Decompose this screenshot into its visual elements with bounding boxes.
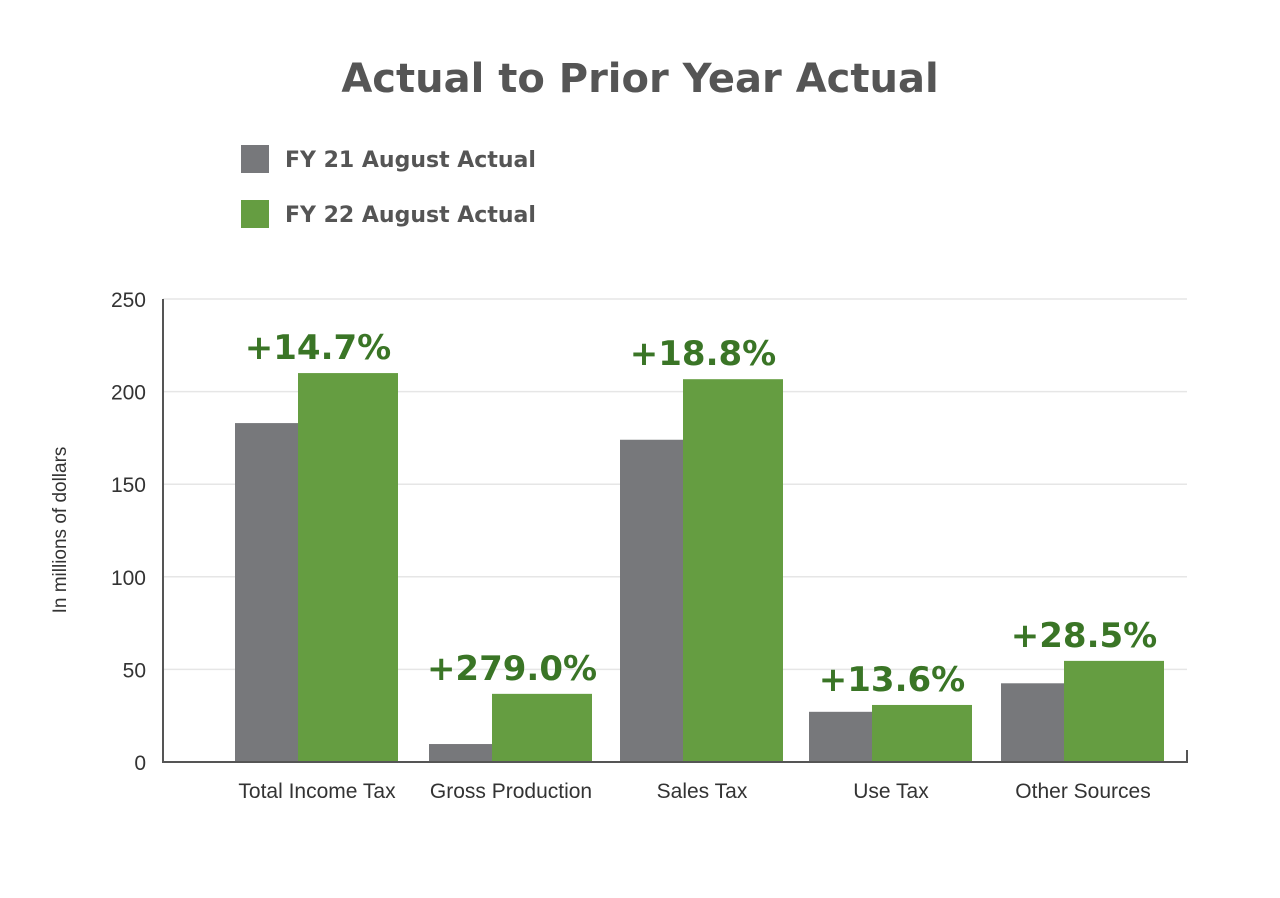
y-tick-label: 50	[123, 659, 146, 682]
chart-title: Actual to Prior Year Actual	[341, 56, 938, 102]
percent-change-label: +13.6%	[819, 660, 965, 700]
bar-fy22	[872, 704, 972, 762]
y-tick-label: 0	[134, 752, 146, 775]
y-tick-label: 100	[111, 567, 146, 590]
legend-swatch-fy21	[241, 145, 269, 173]
x-tick-label: Other Sources	[1015, 780, 1150, 803]
percent-change-label: +14.7%	[245, 328, 391, 368]
percent-change-label: +279.0%	[427, 649, 597, 689]
legend-label-fy21: FY 21 August Actual	[285, 148, 536, 173]
x-tick-label: Sales Tax	[657, 780, 748, 803]
legend: FY 21 August Actual FY 22 August Actual	[241, 145, 536, 228]
x-tick-label: Total Income Tax	[238, 780, 396, 803]
bar-fy22	[492, 693, 592, 762]
bar-fy22	[298, 373, 398, 762]
bar-fy22	[1064, 660, 1164, 762]
y-tick-label: 250	[111, 289, 146, 312]
y-tick-label: 150	[111, 474, 146, 497]
percent-change-label: +18.8%	[630, 334, 776, 374]
x-tick-label: Use Tax	[853, 780, 929, 803]
legend-label-fy22: FY 22 August Actual	[285, 203, 536, 228]
bar-fy22	[683, 379, 783, 762]
legend-swatch-fy22	[241, 200, 269, 228]
x-tick-label: Gross Production	[430, 780, 592, 803]
y-axis-label: In millions of dollars	[50, 447, 71, 614]
percent-change-label: +28.5%	[1011, 616, 1157, 656]
y-tick-label: 200	[111, 382, 146, 405]
